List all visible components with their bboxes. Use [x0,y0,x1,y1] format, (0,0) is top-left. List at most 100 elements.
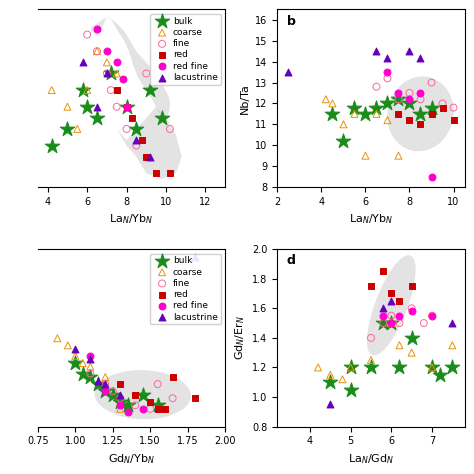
Point [379,304,387,312]
Point [347,386,355,393]
Point [448,341,456,349]
Point [406,95,413,103]
Point [339,375,346,383]
Point [166,170,173,177]
X-axis label: Gd$_N$/Yb$_N$: Gd$_N$/Yb$_N$ [108,452,155,465]
Point [450,116,457,124]
Point [428,364,436,371]
Point [154,401,162,409]
Point [327,371,334,379]
Point [107,70,115,77]
Point [439,100,447,107]
Point [117,405,124,412]
Point [48,142,55,149]
Point [417,120,424,128]
Point [314,364,322,371]
Point [388,297,395,305]
Point [80,86,87,94]
Point [128,114,136,122]
Point [362,152,369,159]
Point [448,319,456,327]
Point [79,370,87,377]
Legend: bulk, coarse, fine, red, red fine, lacustrine: bulk, coarse, fine, red, red fine, lacus… [150,14,220,85]
Point [93,103,101,110]
Point [117,380,124,388]
Point [351,110,358,118]
Polygon shape [107,107,182,179]
Point [340,137,347,145]
Point [93,25,101,33]
Point [448,364,456,371]
Point [117,401,124,409]
Point [395,110,402,118]
Point [123,103,130,110]
Point [131,391,139,399]
Point [48,86,55,94]
Point [395,95,402,103]
Point [169,394,176,402]
Point [396,341,403,349]
Point [367,356,375,364]
Point [146,405,154,412]
Point [439,104,447,111]
Point [373,110,380,118]
Point [133,136,140,144]
Point [87,373,94,381]
Point [408,349,415,356]
Point [383,54,391,61]
Point [101,380,109,388]
Point [64,103,71,110]
Point [123,125,130,133]
Point [143,70,150,77]
Point [388,319,395,327]
Point [87,370,94,377]
Point [420,319,428,327]
Point [383,100,391,107]
Point [373,47,380,55]
Point [395,89,402,97]
Point [72,345,79,353]
Point [124,409,131,416]
Ellipse shape [367,255,416,356]
Point [379,319,387,327]
Point [373,104,380,111]
Point [72,359,79,367]
Point [94,380,101,388]
Point [119,75,127,83]
Point [124,401,131,409]
Point [72,352,79,360]
Point [117,398,124,406]
Point [379,267,387,275]
Point [406,47,413,55]
Point [417,89,424,97]
Point [396,364,403,371]
Point [101,387,109,395]
Point [139,391,146,399]
Point [83,31,91,38]
Point [101,380,109,388]
Point [428,364,436,371]
Point [93,114,101,122]
Point [154,405,162,412]
Point [396,297,403,305]
Point [169,373,176,381]
Point [408,304,415,312]
Point [362,110,369,118]
Point [93,47,101,55]
Point [406,116,413,124]
Point [154,380,162,388]
Point [450,104,457,111]
Text: b: b [287,15,296,28]
Point [340,120,347,128]
Point [383,116,391,124]
Point [101,387,109,395]
Point [79,359,87,367]
Point [94,377,101,384]
Point [64,125,71,133]
Point [351,104,358,111]
Point [347,364,355,371]
Point [87,356,94,363]
X-axis label: La$_N$/Yb$_N$: La$_N$/Yb$_N$ [349,212,393,226]
Point [83,103,91,110]
Point [417,95,424,103]
